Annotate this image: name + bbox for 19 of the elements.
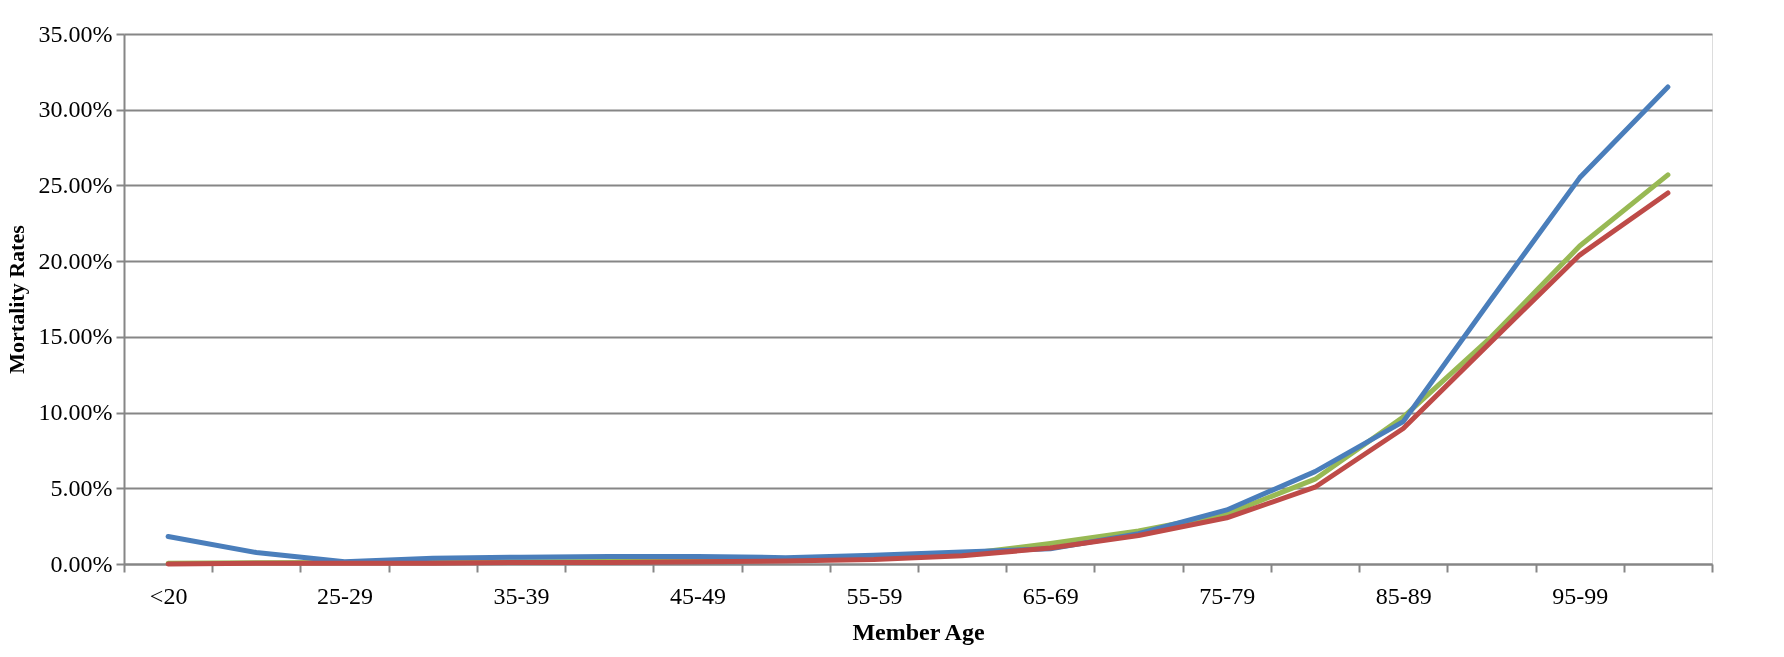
x-tick-label: 35-39	[493, 582, 550, 609]
y-tick-label: 30.00%	[38, 96, 113, 123]
y-tick-label: 20.00%	[38, 247, 113, 274]
y-tick-label: 0.00%	[50, 550, 113, 577]
x-tick-label: 65-69	[1022, 582, 1079, 609]
y-tick-label: 15.00%	[38, 323, 113, 350]
y-tick-label: 10.00%	[38, 399, 113, 426]
x-tick-label: <20	[149, 582, 188, 609]
x-tick-label: 25-29	[317, 582, 374, 609]
x-tick-label: 75-79	[1199, 582, 1256, 609]
x-tick-label: 95-99	[1552, 582, 1609, 609]
x-tick-label: 45-49	[669, 582, 726, 609]
x-tick-label: 85-89	[1375, 582, 1432, 609]
y-tick-label: 5.00%	[50, 474, 113, 501]
y-tick-label: 35.00%	[38, 20, 113, 47]
x-axis-title: Member Age	[852, 618, 985, 645]
x-tick-label: 55-59	[846, 582, 903, 609]
y-axis-title: Mortality Rates	[3, 224, 29, 374]
y-tick-label: 25.00%	[38, 171, 113, 198]
